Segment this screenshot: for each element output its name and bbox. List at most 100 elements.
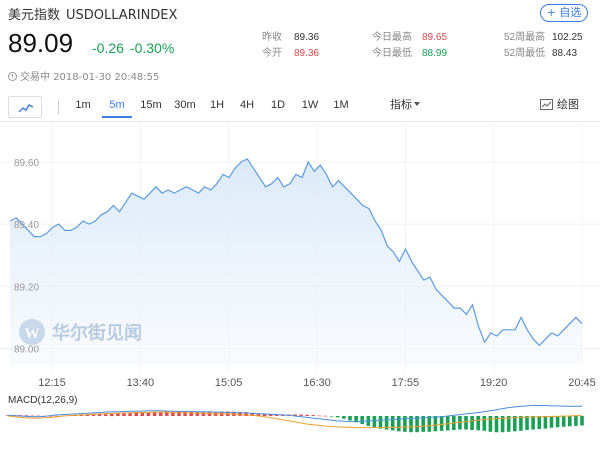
macd-bar bbox=[500, 416, 505, 433]
macd-bar bbox=[238, 411, 242, 416]
macd-bar bbox=[128, 413, 132, 416]
x-tick-label: 20:45 bbox=[568, 377, 596, 389]
draw-label: 绘图 bbox=[557, 98, 579, 111]
day-high-label: 今日最高 bbox=[372, 32, 412, 43]
status-text: 交易中 2018-01-30 20:48:55 bbox=[20, 72, 160, 83]
macd-bar bbox=[494, 416, 499, 433]
macd-bar bbox=[555, 416, 560, 428]
macd-dif-line bbox=[7, 405, 582, 423]
macd-bar bbox=[177, 411, 181, 416]
macd-bar bbox=[171, 411, 175, 416]
macd-bar bbox=[415, 416, 419, 433]
macd-bar bbox=[274, 414, 279, 416]
macd-bar bbox=[195, 411, 200, 416]
period-tab-5m[interactable]: 5m bbox=[100, 94, 134, 122]
x-axis-labels: 12:15 13:40 15:05 16:30 17:55 19:20 20:45 bbox=[38, 377, 596, 389]
macd-label: MACD(12,26,9) bbox=[8, 395, 77, 406]
x-tick-label: 19:20 bbox=[480, 377, 508, 389]
macd-bar bbox=[305, 414, 309, 416]
macd-bar bbox=[183, 411, 187, 416]
macd-bar bbox=[30, 415, 35, 417]
week52-high-value: 102.25 bbox=[552, 32, 583, 43]
price-line bbox=[9, 158, 583, 347]
macd-bar bbox=[201, 412, 206, 416]
macd-bar bbox=[329, 416, 334, 417]
period-tab-4h[interactable]: 4H bbox=[239, 99, 255, 111]
week52-low-value: 88.43 bbox=[552, 48, 578, 59]
macd-bar bbox=[146, 412, 151, 416]
macd-bar bbox=[409, 416, 413, 433]
stats-column-2: 今日最高 89.65 今日最低 88.99 bbox=[372, 30, 447, 62]
line-chart-icon bbox=[18, 104, 34, 113]
macd-bar bbox=[317, 415, 322, 417]
x-tick-label: 17:55 bbox=[392, 377, 420, 389]
macd-bar bbox=[323, 415, 328, 417]
period-tab-1m[interactable]: 1M bbox=[333, 99, 349, 111]
quote-header: 美元指数 USDOLLARINDEX + 自选 89.09 -0.26 -0.30%… bbox=[0, 0, 600, 90]
period-tabs: 1m 5m 15m 30m 1H 4H 1D 1W 1M bbox=[66, 94, 356, 122]
macd-bar bbox=[152, 412, 157, 416]
indicator-dropdown[interactable]: 指标 bbox=[390, 94, 420, 116]
instrument-symbol: USDOLLARINDEX bbox=[66, 8, 178, 23]
y-tick-label: 89.60 bbox=[14, 158, 39, 169]
macd-bar bbox=[244, 412, 248, 416]
macd-bar bbox=[525, 416, 529, 430]
macd-bar bbox=[281, 415, 285, 416]
watermark: W 华尔街见闻 bbox=[19, 319, 142, 345]
macd-bar bbox=[110, 413, 114, 417]
macd-bar bbox=[158, 412, 163, 416]
draw-button[interactable]: 绘图 bbox=[540, 94, 579, 116]
macd-bar bbox=[262, 414, 267, 416]
macd-bar bbox=[537, 416, 542, 429]
instrument-title: 美元指数 USDOLLARINDEX bbox=[8, 4, 177, 23]
macd-bar bbox=[531, 416, 535, 430]
macd-bar bbox=[580, 416, 584, 426]
macd-bar bbox=[372, 416, 377, 428]
period-tab-30m[interactable]: 30m bbox=[174, 99, 196, 111]
period-tab-1m[interactable]: 1m bbox=[75, 99, 91, 111]
x-tick-label: 15:05 bbox=[215, 377, 243, 389]
macd-bar bbox=[378, 416, 383, 429]
macd-bar bbox=[55, 415, 59, 417]
macd-bar bbox=[427, 416, 432, 432]
price-change: -0.26 -0.30% bbox=[92, 40, 174, 56]
period-tab-1h[interactable]: 1H bbox=[209, 99, 225, 111]
macd-bar bbox=[439, 416, 444, 431]
macd-bar bbox=[360, 416, 364, 425]
period-tab-1w[interactable]: 1W bbox=[301, 99, 319, 111]
macd-bar bbox=[488, 416, 493, 432]
draw-icon bbox=[540, 99, 553, 110]
macd-bar bbox=[189, 411, 193, 416]
chart-type-button[interactable] bbox=[8, 96, 42, 118]
macd-bar bbox=[513, 416, 517, 432]
y-axis-labels: 89.60 89.40 89.20 89.00 bbox=[14, 158, 39, 355]
y-tick-label: 89.20 bbox=[14, 282, 39, 293]
change-value: -0.26 bbox=[92, 40, 124, 56]
macd-bar bbox=[506, 416, 511, 432]
macd-bar bbox=[250, 412, 255, 416]
period-tab-15m[interactable]: 15m bbox=[140, 99, 162, 111]
watermark-logo bbox=[19, 319, 45, 345]
macd-bar bbox=[122, 413, 126, 416]
macd-bar bbox=[85, 414, 90, 416]
watermark-text: 华尔街见闻 bbox=[52, 322, 142, 344]
prev-close-value: 89.36 bbox=[294, 32, 320, 43]
macd-bar bbox=[342, 416, 346, 419]
day-high-value: 89.65 bbox=[422, 32, 448, 43]
period-tab-1d[interactable]: 1D bbox=[270, 99, 286, 111]
macd-bar bbox=[79, 415, 84, 416]
watermark-logo-letter: W bbox=[25, 326, 40, 342]
macd-bar bbox=[299, 414, 303, 416]
macd-bar bbox=[348, 416, 352, 421]
macd-bar bbox=[116, 413, 120, 416]
macd-bar bbox=[549, 416, 554, 428]
macd-bar bbox=[433, 416, 438, 432]
y-tick-label: 89.00 bbox=[14, 344, 39, 355]
add-to-watchlist-button[interactable]: + 自选 bbox=[540, 4, 588, 22]
macd-bar bbox=[103, 414, 108, 416]
stats-column-1: 昨收 89.36 今开 89.36 bbox=[262, 30, 319, 62]
macd-bar bbox=[519, 416, 523, 431]
prev-close-label: 昨收 bbox=[262, 32, 282, 43]
macd-bar bbox=[482, 416, 487, 431]
